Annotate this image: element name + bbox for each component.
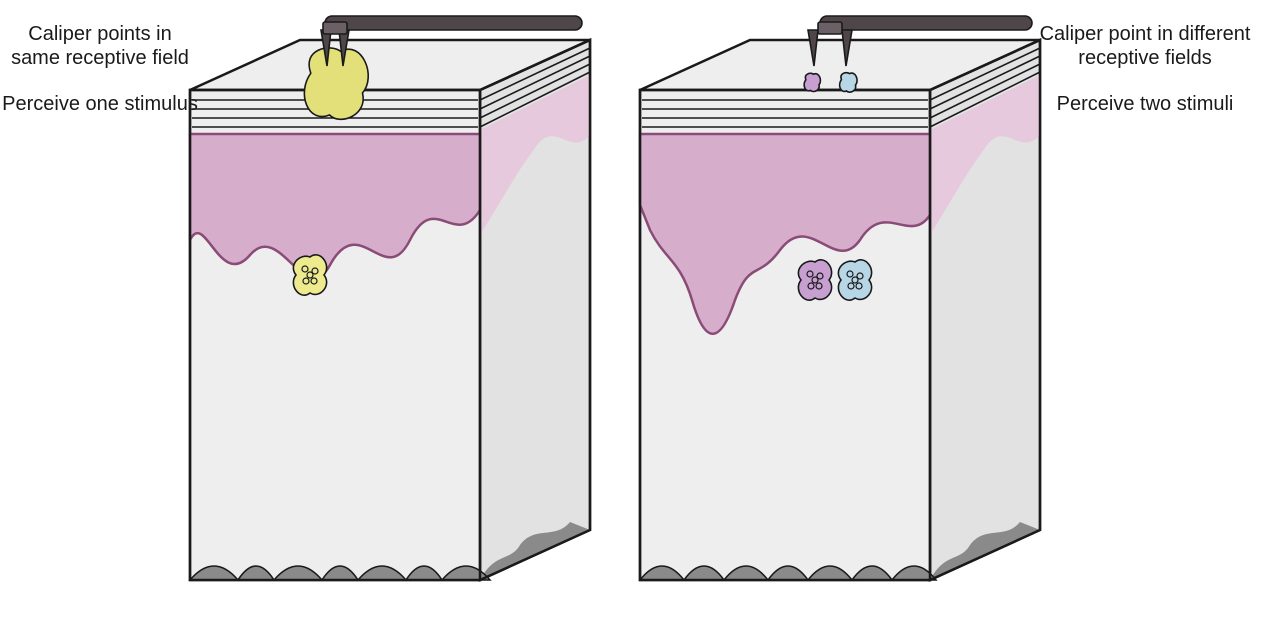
diagram-label: same receptive field	[11, 47, 189, 69]
diagram-label: Caliper point in different	[1040, 23, 1251, 45]
diagram-label: Perceive one stimulus	[2, 93, 198, 115]
receptor-corpuscle	[293, 255, 326, 295]
caliper-arm	[820, 16, 1032, 30]
receptor-corpuscle	[798, 260, 831, 300]
receptive-field	[304, 48, 368, 119]
caliper-arm	[325, 16, 582, 30]
caliper-hinge	[818, 22, 842, 34]
receptor-corpuscle	[838, 260, 871, 300]
diagram-label: Perceive two stimuli	[1057, 93, 1234, 115]
receptive-field	[804, 73, 820, 91]
caliper-hinge	[323, 22, 347, 34]
receptive-field	[840, 73, 857, 92]
diagram-label: receptive fields	[1078, 47, 1211, 69]
diagram-label: Caliper points in	[28, 23, 171, 45]
